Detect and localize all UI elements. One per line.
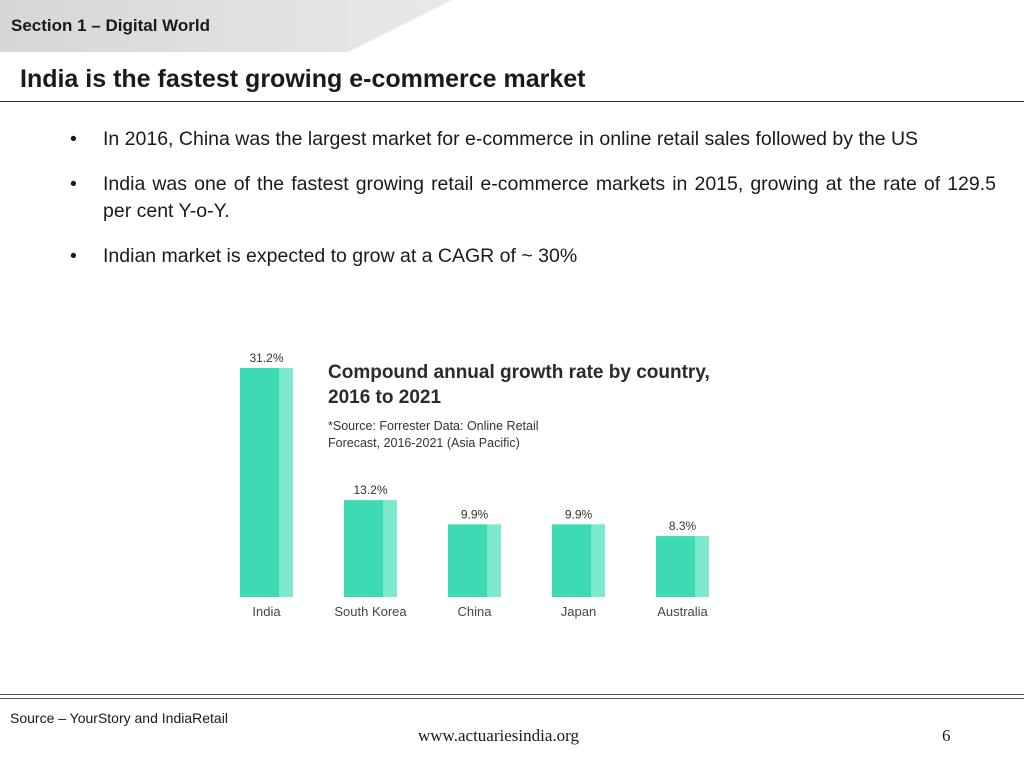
chart-subtitle-line: *Source: Forrester Data: Online Retail <box>328 419 539 433</box>
chart-title: Compound annual growth rate by country, … <box>328 360 710 410</box>
bar-edge <box>383 500 397 597</box>
bar-japan <box>552 524 605 597</box>
bar-australia <box>656 536 709 597</box>
bullet-item: • In 2016, China was the largest market f… <box>70 126 996 153</box>
bar-body <box>344 500 383 597</box>
bar-body <box>552 524 591 597</box>
bar-edge <box>695 536 709 597</box>
page-number: 6 <box>942 726 951 745</box>
footer-divider-top <box>0 694 1024 695</box>
bar-body <box>240 368 279 597</box>
category-label: South Korea <box>334 604 407 619</box>
bar-value-label: 9.9% <box>565 507 593 521</box>
category-label: China <box>458 604 493 619</box>
cagr-bar-chart: 31.2% India 13.2% South Korea 9.9% China 9.9% J… <box>220 340 800 630</box>
bullet-text: Indian market is expected to grow at a C… <box>103 245 578 267</box>
title-divider <box>0 101 1024 102</box>
website-link[interactable]: www.actuariesindia.org <box>418 726 579 745</box>
source-note: Source – YourStory and IndiaRetail <box>10 710 228 726</box>
category-label: India <box>252 604 281 619</box>
section-tab: Section 1 – Digital World <box>0 0 460 52</box>
bullet-list: • In 2016, China was the largest market f… <box>70 126 996 288</box>
slide-title: India is the fastest growing e-commerce … <box>20 65 586 93</box>
section-tab-shape <box>0 0 452 52</box>
bullet-marker: • <box>70 245 77 267</box>
bullet-marker: • <box>70 173 77 195</box>
footer-divider-bottom <box>0 698 1024 699</box>
chart-title-line: Compound annual growth rate by country, <box>328 362 710 383</box>
bullet-text: India was one of the fastest growing ret… <box>103 173 996 222</box>
bullet-marker: • <box>70 128 77 150</box>
chart-subtitle: *Source: Forrester Data: Online Retail F… <box>328 418 539 452</box>
chart-title-line: 2016 to 2021 <box>328 387 442 408</box>
bullet-item: • Indian market is expected to grow at a … <box>70 243 996 270</box>
chart-subtitle-line: Forecast, 2016-2021 (Asia Pacific) <box>328 436 520 450</box>
bar-body <box>448 524 487 597</box>
chart-canvas: 31.2% India 13.2% South Korea 9.9% China 9.9% J… <box>240 351 709 619</box>
bar-china <box>448 524 501 597</box>
category-label: Japan <box>561 604 596 619</box>
bar-edge <box>591 524 605 597</box>
bar-edge <box>487 524 501 597</box>
bullet-text: In 2016, China was the largest market fo… <box>103 128 919 150</box>
bullet-item: • India was one of the fastest growing re… <box>70 171 996 225</box>
bar-edge <box>279 368 293 597</box>
bar-value-label: 8.3% <box>669 519 697 533</box>
bar-body <box>656 536 695 597</box>
bar-india <box>240 368 293 597</box>
bar-value-label: 9.9% <box>461 507 489 521</box>
bar-value-label: 31.2% <box>249 351 283 365</box>
bar-value-label: 13.2% <box>353 483 387 497</box>
section-label: Section 1 – Digital World <box>11 16 210 35</box>
category-label: Australia <box>657 604 708 619</box>
bar-south-korea <box>344 500 397 597</box>
